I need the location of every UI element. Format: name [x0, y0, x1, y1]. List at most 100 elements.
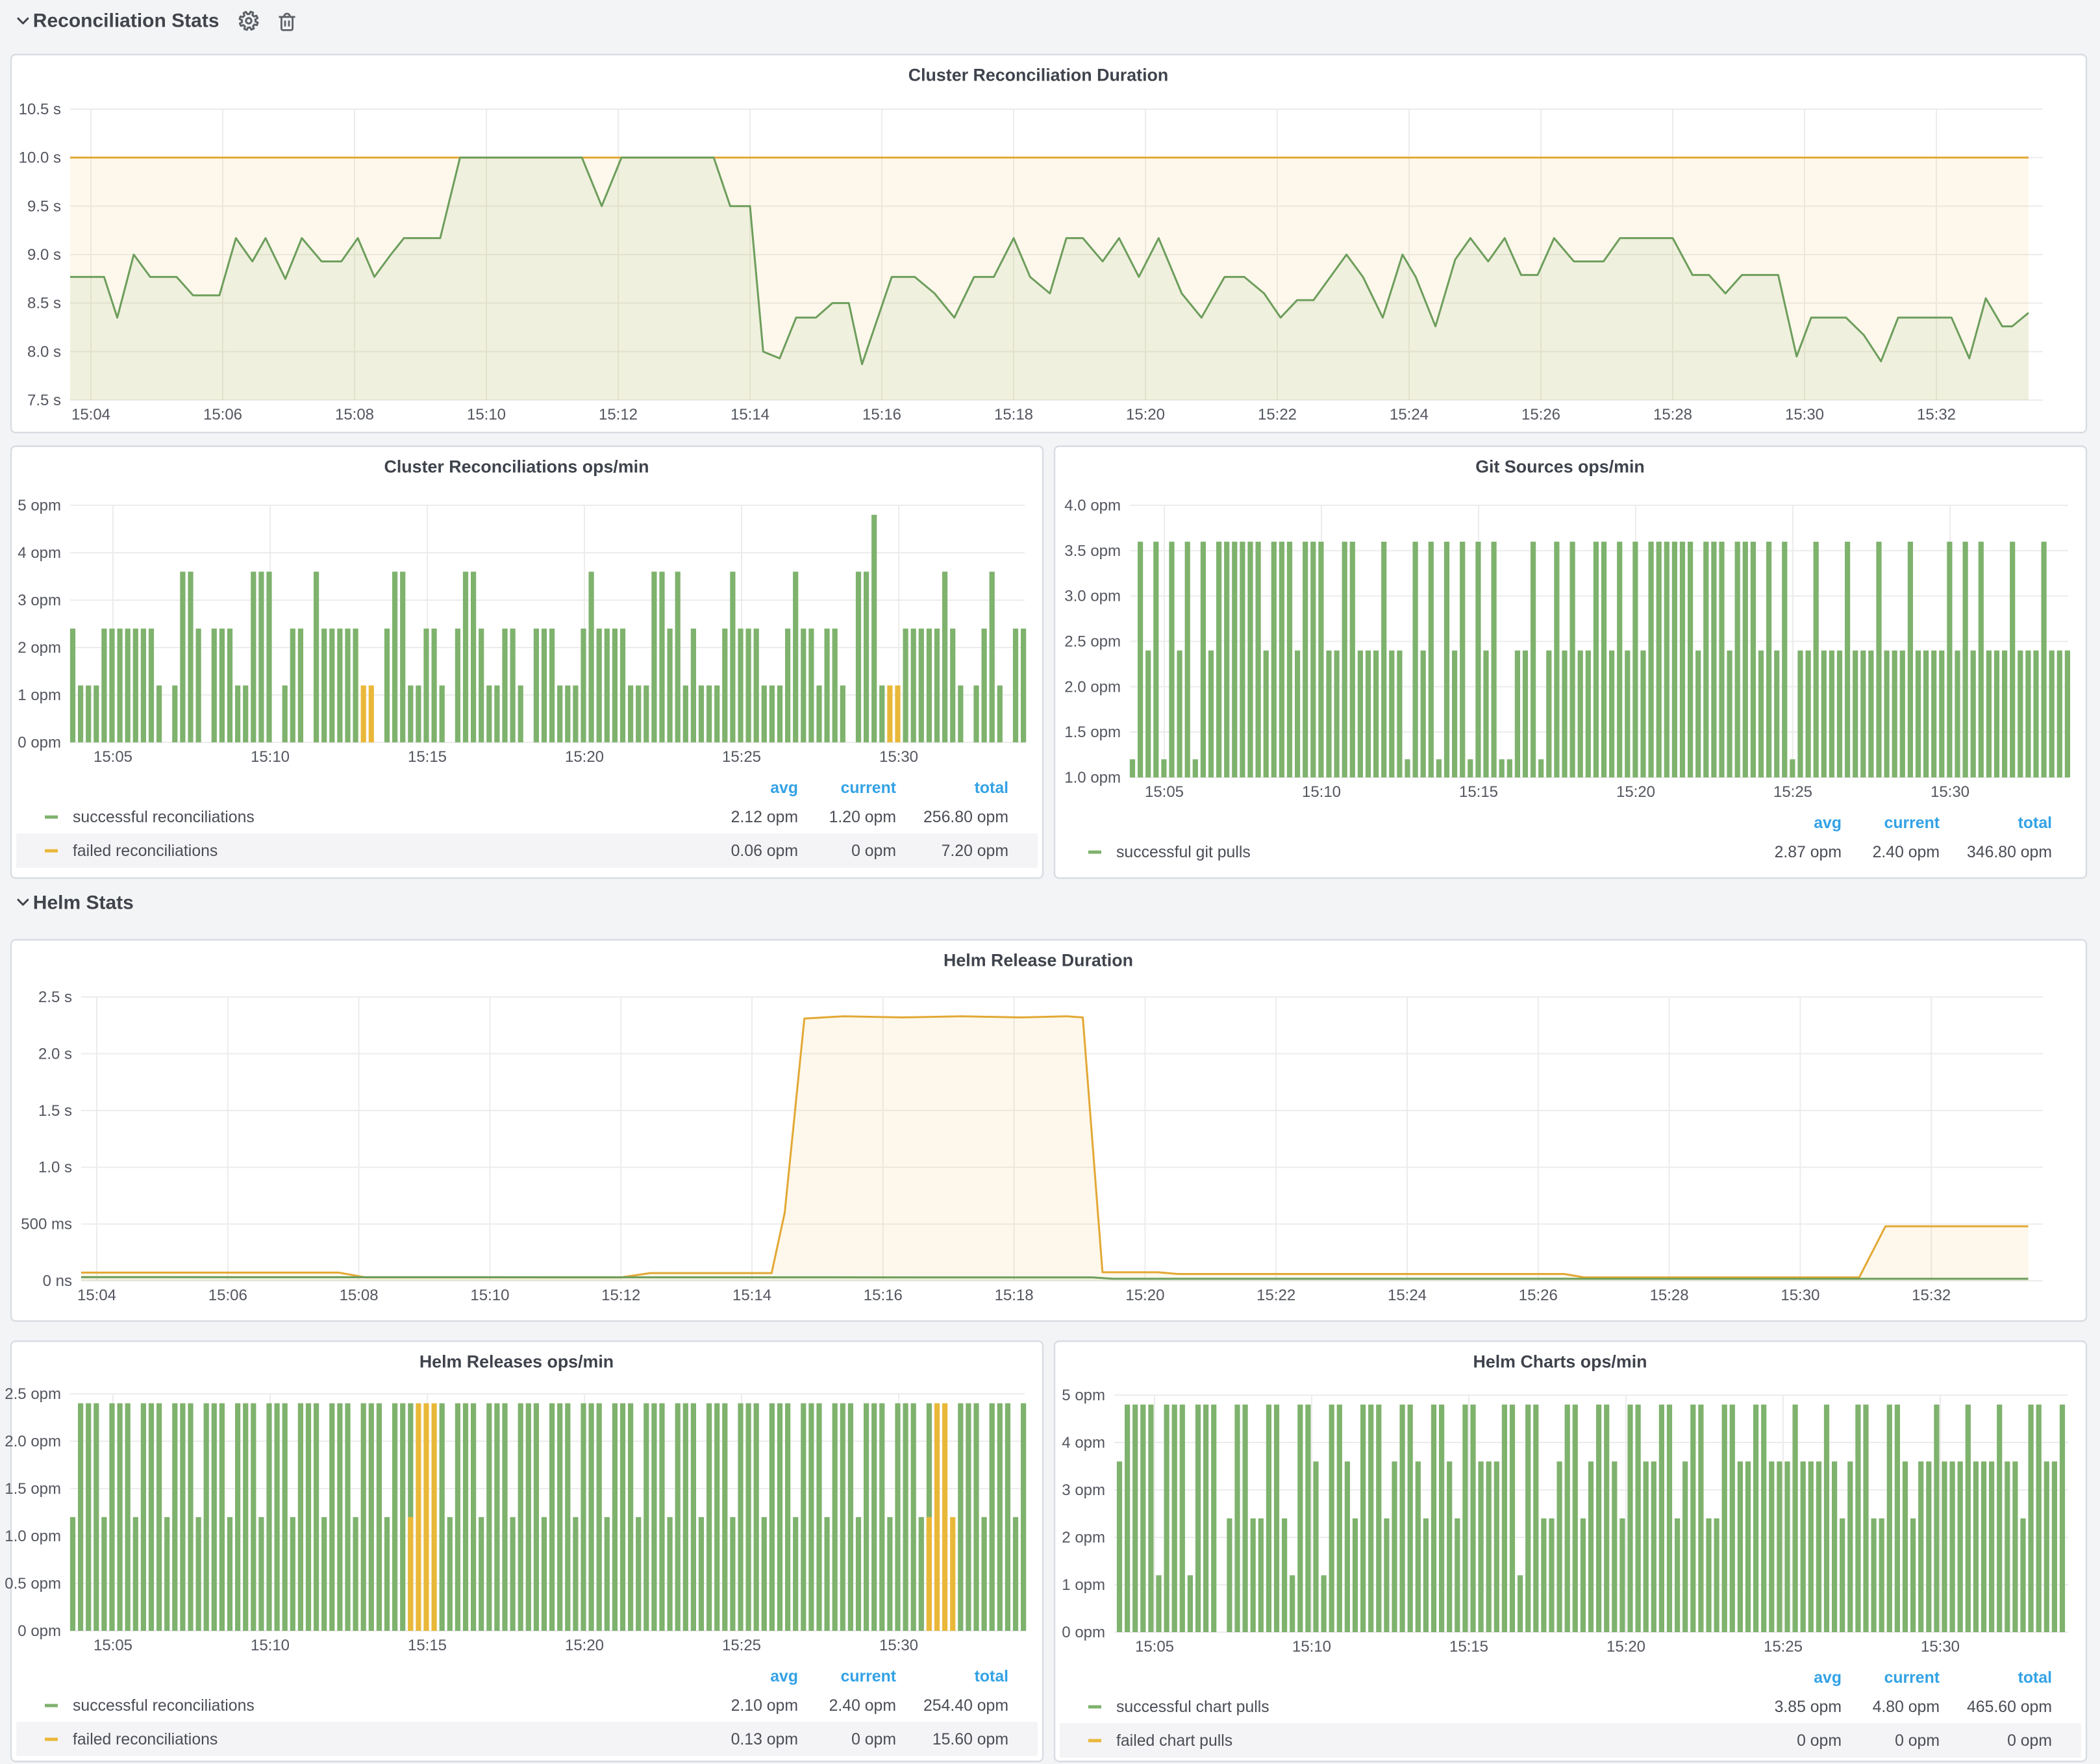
- svg-text:successful git pulls: successful git pulls: [1116, 844, 1251, 861]
- svg-text:2.0 opm: 2.0 opm: [1064, 678, 1121, 696]
- svg-text:15:05: 15:05: [1135, 1638, 1174, 1656]
- svg-text:2.5 opm: 2.5 opm: [5, 1385, 61, 1403]
- svg-text:4 opm: 4 opm: [1062, 1434, 1105, 1452]
- svg-text:15:10: 15:10: [251, 748, 290, 766]
- svg-text:0.13 opm: 0.13 opm: [731, 1731, 798, 1748]
- svg-text:8.0 s: 8.0 s: [27, 343, 61, 360]
- svg-text:15:30: 15:30: [1921, 1638, 1960, 1656]
- svg-text:5 opm: 5 opm: [1062, 1387, 1105, 1404]
- svg-text:3.85 opm: 3.85 opm: [1775, 1698, 1842, 1716]
- svg-text:15:16: 15:16: [864, 1287, 903, 1304]
- svg-text:15:28: 15:28: [1650, 1287, 1689, 1304]
- svg-text:0 opm: 0 opm: [1062, 1624, 1105, 1641]
- svg-text:0.06 opm: 0.06 opm: [731, 842, 798, 860]
- svg-text:15:25: 15:25: [1773, 783, 1812, 801]
- svg-text:1.20 opm: 1.20 opm: [829, 809, 896, 826]
- svg-text:4.0 opm: 4.0 opm: [1064, 497, 1121, 514]
- svg-text:15:25: 15:25: [722, 1637, 761, 1654]
- svg-text:0.5 opm: 0.5 opm: [5, 1575, 61, 1593]
- svg-text:Helm Stats: Helm Stats: [33, 892, 134, 914]
- svg-text:15:25: 15:25: [722, 748, 761, 766]
- svg-text:Cluster Reconciliation Duratio: Cluster Reconciliation Duration: [908, 65, 1169, 84]
- svg-text:15:20: 15:20: [565, 1637, 604, 1654]
- svg-text:2.0 opm: 2.0 opm: [5, 1433, 61, 1450]
- svg-text:15:30: 15:30: [879, 748, 918, 766]
- svg-text:2 opm: 2 opm: [18, 639, 61, 657]
- svg-text:15:18: 15:18: [994, 406, 1033, 423]
- svg-text:10.0 s: 10.0 s: [19, 149, 61, 167]
- svg-text:4 opm: 4 opm: [18, 544, 61, 562]
- svg-text:2.5 s: 2.5 s: [38, 989, 72, 1006]
- svg-text:1.5 opm: 1.5 opm: [5, 1480, 61, 1498]
- svg-text:15:05: 15:05: [1145, 783, 1184, 801]
- svg-text:Helm Releases ops/min: Helm Releases ops/min: [419, 1352, 614, 1371]
- svg-text:0 opm: 0 opm: [851, 1731, 896, 1748]
- svg-text:256.80 opm: 256.80 opm: [923, 809, 1008, 826]
- svg-text:15:12: 15:12: [601, 1287, 640, 1304]
- svg-text:15:04: 15:04: [77, 1287, 116, 1304]
- svg-text:2.40 opm: 2.40 opm: [829, 1697, 896, 1715]
- svg-text:254.40 opm: 254.40 opm: [923, 1697, 1008, 1715]
- svg-text:1.0 s: 1.0 s: [38, 1159, 72, 1176]
- svg-text:4.80 opm: 4.80 opm: [1873, 1698, 1940, 1716]
- svg-text:0 ns: 0 ns: [43, 1272, 72, 1290]
- svg-text:15:10: 15:10: [467, 406, 506, 423]
- svg-text:0 opm: 0 opm: [2007, 1732, 2052, 1750]
- svg-text:15:24: 15:24: [1388, 1287, 1427, 1304]
- svg-text:3.5 opm: 3.5 opm: [1064, 542, 1121, 560]
- svg-text:successful chart pulls: successful chart pulls: [1116, 1698, 1269, 1716]
- svg-text:15:28: 15:28: [1653, 406, 1692, 423]
- svg-text:total: total: [975, 779, 1008, 797]
- svg-text:15:08: 15:08: [335, 406, 374, 423]
- svg-text:15:16: 15:16: [862, 406, 901, 423]
- svg-text:successful reconciliations: successful reconciliations: [73, 1697, 255, 1715]
- svg-text:1.0 opm: 1.0 opm: [1064, 769, 1121, 787]
- svg-text:failed reconciliations: failed reconciliations: [73, 1731, 218, 1748]
- svg-text:2 opm: 2 opm: [1062, 1529, 1105, 1546]
- svg-text:2.12 opm: 2.12 opm: [731, 809, 798, 826]
- svg-text:500 ms: 500 ms: [21, 1216, 72, 1233]
- svg-text:0 opm: 0 opm: [851, 842, 896, 860]
- svg-text:8.5 s: 8.5 s: [27, 295, 61, 312]
- svg-text:9.0 s: 9.0 s: [27, 246, 61, 264]
- svg-text:2.40 opm: 2.40 opm: [1873, 844, 1940, 861]
- svg-text:Cluster Reconciliations ops/mi: Cluster Reconciliations ops/min: [384, 457, 649, 476]
- svg-text:avg: avg: [770, 1668, 798, 1685]
- svg-text:10.5 s: 10.5 s: [19, 101, 61, 118]
- svg-text:15:25: 15:25: [1764, 1638, 1803, 1656]
- svg-text:1.0 opm: 1.0 opm: [5, 1528, 61, 1545]
- svg-text:15:20: 15:20: [1125, 1287, 1164, 1304]
- svg-text:15:30: 15:30: [1785, 406, 1824, 423]
- svg-text:current: current: [841, 779, 896, 797]
- svg-text:0 opm: 0 opm: [1797, 1732, 1842, 1750]
- svg-text:1 opm: 1 opm: [18, 687, 61, 704]
- svg-text:15:05: 15:05: [94, 748, 132, 766]
- svg-text:15:06: 15:06: [208, 1287, 247, 1304]
- svg-text:15:12: 15:12: [599, 406, 638, 423]
- svg-text:15:30: 15:30: [1931, 783, 1969, 801]
- svg-text:Git Sources ops/min: Git Sources ops/min: [1475, 457, 1645, 476]
- svg-text:5 opm: 5 opm: [18, 497, 61, 514]
- svg-text:total: total: [975, 1668, 1008, 1685]
- svg-text:15:20: 15:20: [1126, 406, 1165, 423]
- svg-text:Helm Charts ops/min: Helm Charts ops/min: [1473, 1352, 1647, 1371]
- svg-text:1.5 s: 1.5 s: [38, 1102, 72, 1120]
- svg-text:1 opm: 1 opm: [1062, 1576, 1105, 1594]
- svg-text:15:22: 15:22: [1256, 1287, 1295, 1304]
- svg-text:15:26: 15:26: [1521, 406, 1560, 423]
- svg-text:3 opm: 3 opm: [18, 592, 61, 609]
- svg-text:15:22: 15:22: [1258, 406, 1297, 423]
- svg-text:15:15: 15:15: [1459, 783, 1498, 801]
- svg-text:15:20: 15:20: [1606, 1638, 1645, 1656]
- svg-text:15:06: 15:06: [203, 406, 242, 423]
- svg-text:avg: avg: [1814, 1669, 1842, 1687]
- svg-text:Helm Release Duration: Helm Release Duration: [944, 950, 1133, 970]
- svg-text:avg: avg: [1814, 814, 1842, 832]
- svg-text:3.0 opm: 3.0 opm: [1064, 588, 1121, 605]
- svg-text:15:30: 15:30: [879, 1637, 918, 1654]
- svg-text:current: current: [1884, 814, 1940, 832]
- svg-text:15:15: 15:15: [408, 1637, 447, 1654]
- svg-text:15:30: 15:30: [1781, 1287, 1819, 1304]
- svg-text:15:26: 15:26: [1519, 1287, 1558, 1304]
- svg-text:failed reconciliations: failed reconciliations: [73, 842, 218, 860]
